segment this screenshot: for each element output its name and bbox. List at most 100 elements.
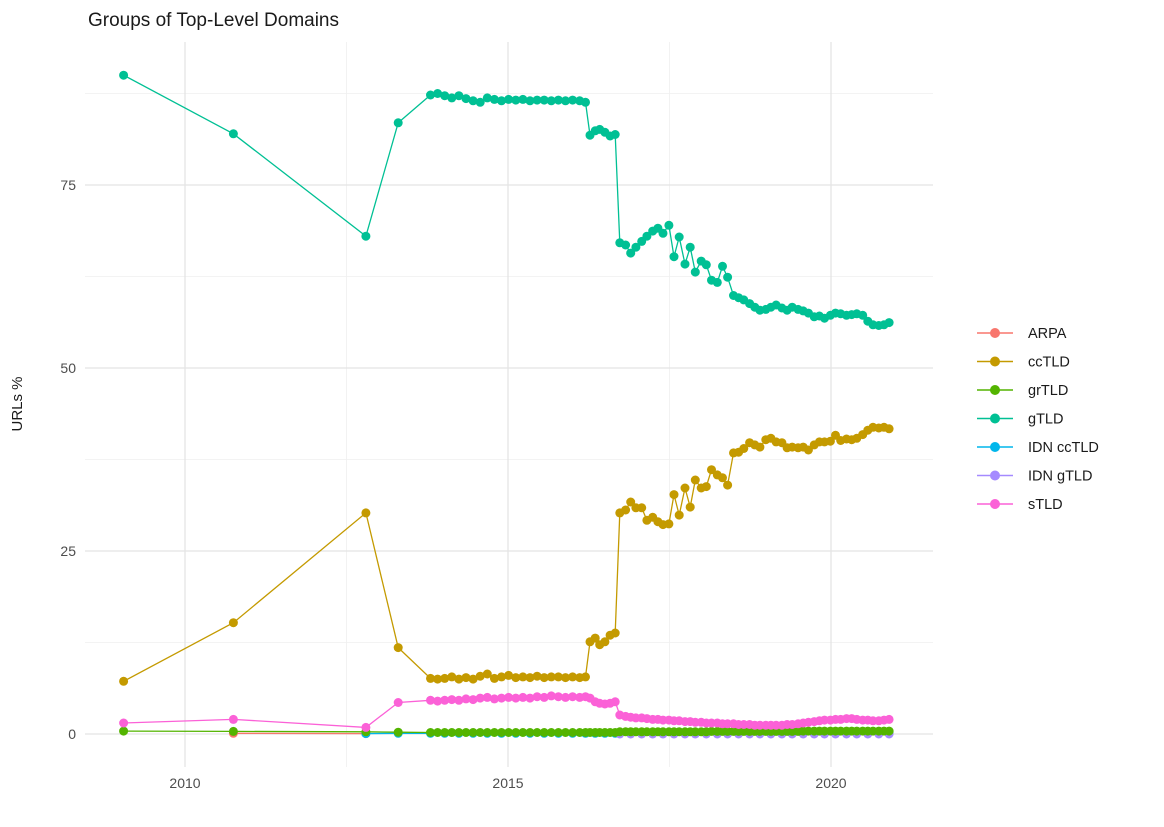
- data-point-stld: [454, 695, 464, 705]
- data-point-stld: [525, 693, 535, 703]
- data-point-cctld: [669, 490, 679, 500]
- y-tick-label: 25: [60, 543, 76, 559]
- legend-key-dot-grtld: [990, 385, 1000, 395]
- data-point-grtld: [393, 727, 403, 737]
- data-point-cctld: [723, 480, 733, 490]
- data-point-cctld: [482, 669, 492, 679]
- data-point-cctld: [489, 673, 499, 683]
- x-tick-label: 2010: [169, 775, 200, 791]
- data-point-gtld: [685, 242, 695, 252]
- data-point-gtld: [723, 272, 733, 282]
- data-point-grtld: [426, 728, 435, 737]
- x-tick-label: 2020: [815, 775, 846, 791]
- data-point-cctld: [680, 483, 690, 493]
- data-point-gtld: [228, 129, 238, 139]
- data-point-stld: [361, 722, 371, 732]
- data-point-cctld: [884, 424, 894, 434]
- data-point-grtld: [525, 728, 535, 737]
- data-point-gtld: [553, 95, 563, 105]
- series-line-cctld: [123, 426, 890, 682]
- legend-item-grtld: grTLD: [977, 383, 1068, 399]
- data-point-cctld: [690, 475, 700, 485]
- data-point-stld: [884, 714, 894, 724]
- data-point-stld: [504, 692, 514, 702]
- data-point-cctld: [497, 672, 506, 682]
- data-point-cctld: [553, 672, 563, 682]
- data-point-cctld: [590, 633, 600, 643]
- data-point-gtld: [454, 91, 464, 101]
- data-point-gtld: [712, 277, 722, 287]
- data-point-stld: [468, 695, 478, 705]
- data-point-cctld: [664, 519, 674, 529]
- axis-tick-labels: 0 25 50 75 2010 2015 2020: [60, 177, 846, 791]
- data-point-stld: [489, 694, 499, 704]
- data-point-cctld: [461, 673, 471, 683]
- data-point-cctld: [454, 674, 464, 684]
- data-point-cctld: [393, 643, 403, 653]
- data-point-cctld: [825, 436, 835, 446]
- legend: ARPA ccTLD grTLD gTLD IDN ccTLD IDN gTLD sTLD: [977, 326, 1099, 513]
- data-point-gtld: [680, 259, 690, 269]
- data-point-cctld: [637, 503, 647, 513]
- data-point-gtld: [539, 95, 549, 105]
- data-point-gtld: [393, 118, 403, 128]
- legend-item-arpa: ARPA: [977, 326, 1067, 342]
- chart-series: [119, 70, 894, 739]
- legend-label-gtld: gTLD: [1028, 412, 1063, 428]
- data-point-grtld: [568, 728, 578, 737]
- y-tick-label: 0: [68, 726, 76, 742]
- data-point-cctld: [525, 673, 535, 683]
- data-point-stld: [539, 692, 549, 702]
- legend-key-dot-arpa: [990, 328, 1000, 338]
- data-point-stld: [553, 692, 563, 702]
- data-point-cctld: [701, 482, 711, 492]
- data-point-stld: [447, 695, 457, 705]
- data-point-gtld: [504, 94, 514, 104]
- data-point-cctld: [621, 505, 631, 515]
- series-line-gtld: [123, 74, 890, 327]
- legend-item-gtld: gTLD: [977, 412, 1063, 428]
- legend-label-idn-gtld: IDN gTLD: [1028, 469, 1092, 485]
- data-point-gtld: [561, 96, 570, 106]
- data-point-cctld: [447, 672, 457, 682]
- legend-key-dot-gtld: [990, 413, 1000, 424]
- data-point-gtld: [475, 97, 485, 107]
- data-point-gtld: [626, 248, 636, 258]
- series-stld: [119, 691, 894, 732]
- data-point-gtld: [361, 231, 371, 241]
- data-point-stld: [568, 692, 578, 702]
- chart-title: Groups of Top-Level Domains: [88, 10, 339, 31]
- data-point-cctld: [518, 672, 528, 682]
- data-point-grtld: [553, 728, 563, 737]
- legend-label-idn-cctld: IDN ccTLD: [1028, 440, 1099, 456]
- data-point-cctld: [546, 672, 556, 682]
- data-point-gtld: [884, 318, 894, 328]
- data-point-grtld: [497, 728, 506, 737]
- data-point-gtld: [581, 97, 590, 107]
- legend-label-stld: sTLD: [1028, 497, 1063, 513]
- data-point-gtld: [664, 220, 674, 230]
- data-point-stld: [461, 694, 471, 704]
- data-point-cctld: [228, 618, 238, 628]
- data-point-cctld: [685, 502, 695, 512]
- data-point-stld: [561, 692, 570, 702]
- data-point-gtld: [642, 231, 652, 241]
- data-point-gtld: [610, 130, 620, 139]
- legend-key-dot-idn-cctld: [990, 442, 1000, 452]
- data-point-grtld: [489, 728, 499, 737]
- data-point-cctld: [610, 628, 620, 638]
- data-point-stld: [393, 698, 403, 707]
- data-point-gtld: [658, 228, 668, 238]
- data-point-grtld: [482, 728, 492, 737]
- x-tick-label: 2015: [492, 775, 523, 791]
- legend-key-dot-idn-gtld: [990, 470, 1000, 481]
- data-point-grtld: [440, 728, 450, 737]
- data-point-grtld: [518, 728, 528, 737]
- data-point-gtld: [690, 267, 700, 277]
- data-point-cctld: [504, 670, 514, 680]
- data-point-cctld: [361, 508, 371, 518]
- data-point-cctld: [426, 673, 435, 683]
- data-point-gtld: [669, 252, 679, 262]
- series-cctld: [119, 422, 894, 686]
